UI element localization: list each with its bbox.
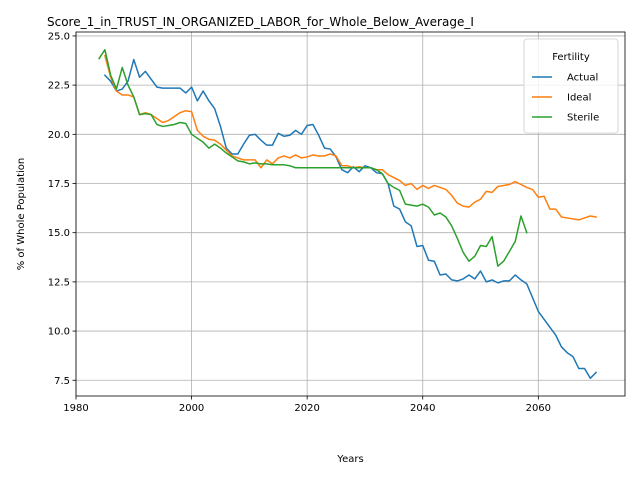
x-axis: 1980 2000 2020 2040 2060 bbox=[63, 396, 551, 414]
legend-label-actual: Actual bbox=[567, 73, 598, 84]
plot-frame bbox=[75, 31, 626, 397]
series-line-sterile bbox=[98, 48, 528, 267]
y-axis-label: % of Whole Population bbox=[16, 158, 27, 271]
y-tick-label: 25.0 bbox=[48, 31, 70, 42]
y-tick-label: 12.5 bbox=[48, 277, 70, 288]
y-tick-label: 7.5 bbox=[54, 376, 70, 387]
y-tick-label: 22.5 bbox=[48, 81, 70, 92]
series-line-ideal bbox=[103, 54, 597, 221]
legend-title: Fertility bbox=[552, 52, 590, 63]
gridlines bbox=[75, 32, 625, 396]
legend-items: Actual Ideal Sterile bbox=[532, 73, 599, 124]
x-tick-label: 2040 bbox=[410, 403, 435, 414]
x-axis-label: Years bbox=[336, 454, 363, 465]
x-tick-label: 1980 bbox=[63, 403, 88, 414]
y-tick-label: 10.0 bbox=[48, 327, 70, 338]
legend-box bbox=[523, 38, 619, 134]
y-tick-label: 15.0 bbox=[48, 228, 70, 239]
y-tick-label: 17.5 bbox=[48, 179, 70, 190]
chart-title: Score_1_in_TRUST_IN_ORGANIZED_LABOR_for_… bbox=[47, 15, 474, 29]
legend-label-ideal: Ideal bbox=[567, 93, 591, 104]
legend: Fertility Actual Ideal Sterile bbox=[523, 38, 619, 134]
legend-label-sterile: Sterile bbox=[567, 113, 599, 124]
x-tick-label: 2020 bbox=[294, 403, 319, 414]
y-axis: 7.5 10.0 12.5 15.0 17.5 20.0 22.5 25.0 bbox=[48, 31, 76, 387]
x-tick-label: 2060 bbox=[526, 403, 551, 414]
series-line-actual bbox=[103, 58, 598, 380]
y-tick-label: 20.0 bbox=[48, 130, 70, 141]
series-lines bbox=[98, 48, 598, 380]
x-tick-label: 2000 bbox=[179, 403, 204, 414]
